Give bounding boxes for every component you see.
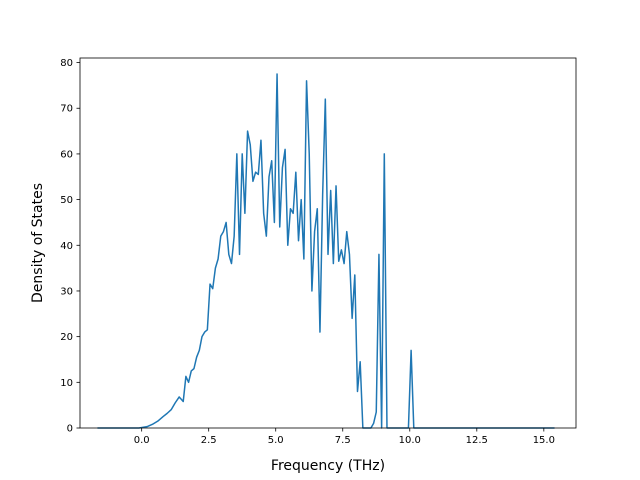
y-tick-label: 80 [60, 58, 73, 69]
plot-area [97, 73, 555, 429]
x-tick-label: 7.5 [335, 435, 351, 446]
x-tick-label: 15.0 [533, 435, 555, 446]
x-tick-label: 5.0 [268, 435, 284, 446]
y-tick-label: 60 [60, 149, 73, 160]
dos-series-line-0 [97, 73, 555, 429]
x-tick-label: 2.5 [201, 435, 217, 446]
x-tick-label: 10.0 [399, 435, 421, 446]
y-axis-label: Density of States [30, 183, 46, 303]
y-tick-label: 20 [60, 332, 73, 343]
y-tick-label: 30 [60, 286, 73, 297]
y-tick-label: 40 [60, 241, 73, 252]
x-axis-ticks: 0.0 2.5 5.0 7.5 10.0 12.5 15.0 [134, 428, 555, 446]
x-tick-label: 0.0 [134, 435, 150, 446]
y-axis-ticks: 0 10 20 30 40 50 60 70 80 [60, 58, 80, 435]
y-tick-label: 70 [60, 104, 73, 115]
x-axis-label: Frequency (THz) [271, 458, 385, 474]
y-tick-label: 50 [60, 195, 73, 206]
x-tick-label: 12.5 [466, 435, 488, 446]
y-tick-label: 0 [67, 424, 73, 435]
y-tick-label: 10 [60, 378, 73, 389]
axes-frame [79, 57, 577, 429]
